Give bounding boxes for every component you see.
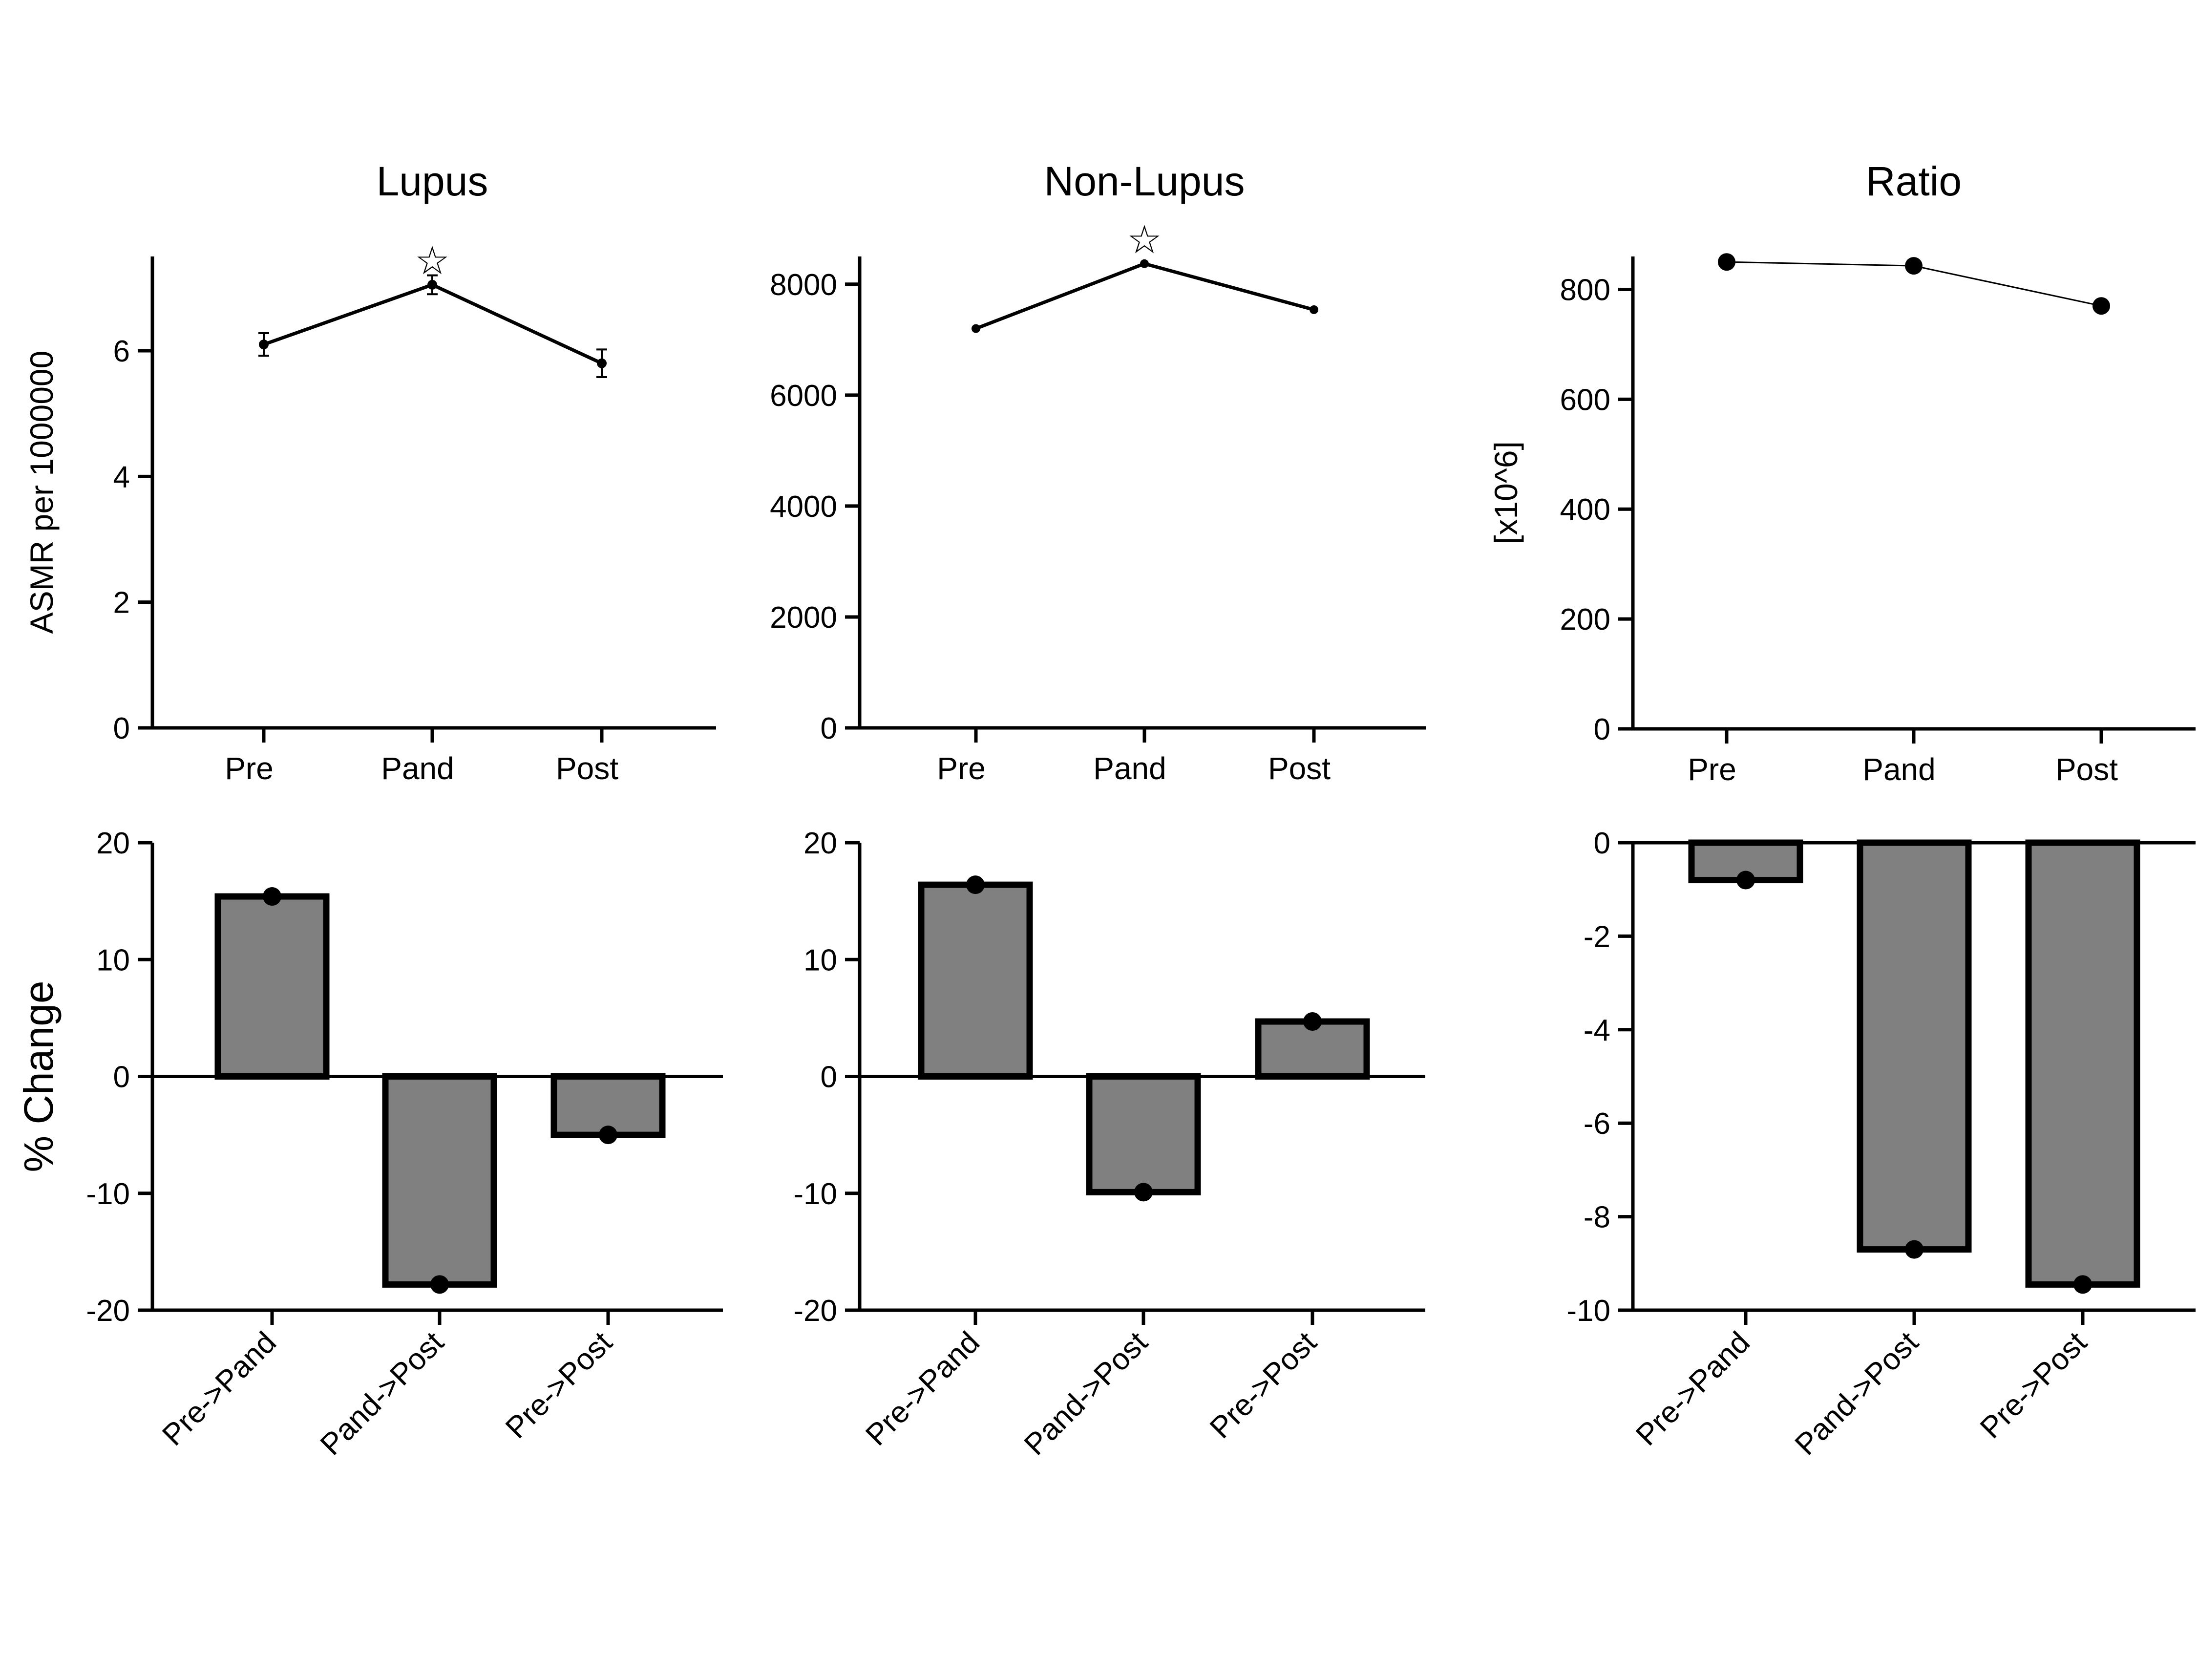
data-point <box>2092 297 2110 315</box>
y-tick-label: 200 <box>1560 603 1610 637</box>
y-tick-label: 0 <box>113 1061 130 1094</box>
bar <box>382 1073 497 1288</box>
data-point <box>972 324 980 333</box>
x-tick-label: Post <box>1268 751 1331 786</box>
x-tick-label: Post <box>2055 752 2118 787</box>
y-tick-label: 6 <box>113 335 130 368</box>
nonlupus-line-panel: 0 2000 4000 6000 8000 Pre Pand Post Non-Lupus ☆ <box>770 158 1426 786</box>
data-point <box>2073 1275 2092 1294</box>
series-line <box>975 262 1314 330</box>
bar <box>214 893 330 1080</box>
y-tick-label: -20 <box>86 1294 130 1328</box>
x-tick-label: Pre->Pand <box>156 1325 283 1452</box>
y-tick-label: 600 <box>1560 383 1610 417</box>
x-tick-label: Pre <box>937 751 986 786</box>
y-tick-label: 6000 <box>770 379 837 413</box>
lupus-change-panel: -20 -10 0 10 20 Pre->Pand Pand->Post Pre->Post%… <box>16 827 723 1462</box>
y-tick-label: 800 <box>1560 273 1610 307</box>
y-tick-label: 2000 <box>770 601 837 635</box>
lupus-line-panel: 0 2 4 6 Pre Pand Post Lupus ☆ ASMR per 1000000 <box>23 158 716 786</box>
data-point <box>1310 305 1318 314</box>
x-tick-label: Pre <box>225 751 274 786</box>
x-tick-label: Pre->Post <box>1974 1325 2093 1445</box>
data-point <box>1905 1240 1923 1259</box>
y-tick-label: 0 <box>821 712 837 745</box>
y-tick-label: 0 <box>1594 827 1610 860</box>
y-tick-label: 20 <box>803 827 837 860</box>
significance-star: ☆ <box>415 239 450 282</box>
x-tick-label: Pre->Post <box>499 1325 619 1445</box>
data-point <box>599 1126 617 1145</box>
x-tick-label: Pre->Pand <box>859 1325 986 1452</box>
x-tick-label: Pre->Post <box>1204 1325 1323 1445</box>
x-tick-label: Pand <box>1862 752 1935 787</box>
data-point <box>1134 1183 1153 1202</box>
y-tick-label: 10 <box>803 943 837 977</box>
x-tick-label: Pand <box>1093 751 1166 786</box>
x-tick-label: Pand->Post <box>1789 1325 1925 1462</box>
x-tick-label: Pre->Pand <box>1629 1325 1756 1452</box>
x-tick-label: Post <box>556 751 618 786</box>
y-tick-label: -10 <box>1566 1294 1610 1328</box>
data-point <box>1303 1012 1322 1031</box>
y-tick-label: 4000 <box>770 490 837 524</box>
data-point <box>1905 257 1923 275</box>
bar <box>1086 1073 1201 1195</box>
y-tick-label: -6 <box>1584 1107 1610 1141</box>
ratio-change-panel: -10 -8 -6 -4 -2 0 Pre->Pand Pand->Post Pre->Post <box>1566 827 2196 1462</box>
y-tick-label: -20 <box>793 1294 837 1328</box>
y-tick-label: 2 <box>113 586 130 620</box>
y-axis-label: % Change <box>16 980 62 1172</box>
ratio-line-panel: 0 200 400 600 800 Pre Pand Post Ratio [x10^6] <box>1488 158 2196 787</box>
x-tick-label: Pand->Post <box>314 1325 450 1462</box>
y-tick-label: 0 <box>1594 713 1610 746</box>
y-tick-label: 10 <box>96 943 130 977</box>
data-point <box>597 358 607 368</box>
series-line <box>263 283 603 365</box>
data-point <box>1736 871 1755 890</box>
bar <box>2025 839 2140 1288</box>
chart-title: Lupus <box>377 158 488 204</box>
x-tick-label: Pand->Post <box>1018 1325 1154 1462</box>
chart-title: Non-Lupus <box>1044 158 1245 204</box>
data-point <box>259 340 269 350</box>
y-tick-label: 0 <box>821 1061 837 1094</box>
bar <box>1857 839 1972 1253</box>
y-tick-label: -10 <box>793 1177 837 1211</box>
data-point <box>430 1275 449 1294</box>
y-tick-label: -2 <box>1584 920 1610 954</box>
data-point <box>1718 253 1735 271</box>
data-point <box>263 887 281 906</box>
data-point <box>427 279 437 290</box>
y-tick-label: -4 <box>1584 1014 1610 1047</box>
x-tick-label: Pand <box>381 751 454 786</box>
data-point <box>1140 259 1149 268</box>
x-tick-label: Pre <box>1688 752 1736 787</box>
y-tick-label: 8000 <box>770 268 837 302</box>
y-tick-label: -8 <box>1584 1201 1610 1234</box>
y-tick-label: 0 <box>113 712 130 745</box>
y-axis-label: [x10^6] <box>1488 441 1524 544</box>
y-tick-label: 4 <box>113 460 130 494</box>
bar <box>918 881 1033 1080</box>
nonlupus-change-panel: -20 -10 0 10 20 Pre->Pand Pand->Post Pre->Post <box>793 827 1425 1462</box>
chart-title: Ratio <box>1866 158 1962 204</box>
y-tick-label: 20 <box>96 827 130 860</box>
y-axis-label: ASMR per 1000000 <box>23 351 60 634</box>
y-tick-label: -10 <box>86 1177 130 1211</box>
significance-star: ☆ <box>1127 218 1162 261</box>
y-tick-label: 400 <box>1560 493 1610 527</box>
data-point <box>966 875 985 894</box>
